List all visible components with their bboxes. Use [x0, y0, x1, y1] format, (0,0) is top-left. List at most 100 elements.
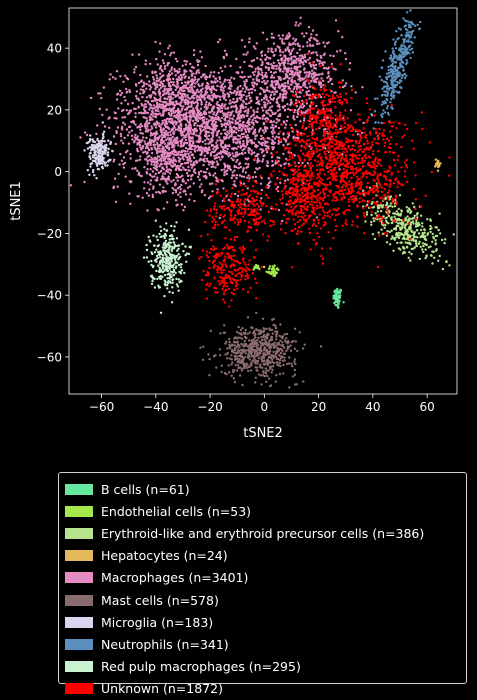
data-point — [272, 42, 276, 45]
data-point — [253, 329, 256, 333]
data-point — [276, 109, 279, 113]
data-point — [231, 152, 234, 155]
data-point — [444, 238, 447, 241]
data-point — [264, 367, 268, 370]
data-point — [246, 136, 249, 139]
data-point — [315, 42, 319, 46]
data-point — [236, 121, 240, 124]
data-point — [391, 47, 394, 50]
data-point — [255, 359, 258, 363]
data-point — [89, 96, 93, 100]
data-point — [384, 90, 387, 93]
data-point — [99, 92, 102, 95]
data-point — [170, 51, 173, 55]
data-point — [285, 349, 288, 353]
data-point — [275, 351, 279, 354]
data-point — [380, 78, 383, 82]
data-point — [193, 150, 197, 153]
data-point — [282, 89, 286, 93]
data-point — [223, 93, 227, 96]
data-point — [410, 239, 413, 242]
data-point — [96, 167, 100, 171]
data-point — [158, 183, 162, 186]
data-point — [319, 54, 322, 58]
data-point — [120, 91, 124, 95]
data-point — [178, 159, 181, 163]
data-point — [197, 173, 201, 176]
data-point — [399, 28, 402, 31]
data-point — [123, 123, 127, 126]
data-point — [183, 127, 186, 131]
data-point — [271, 338, 274, 341]
data-point — [249, 75, 252, 78]
data-point — [402, 41, 405, 44]
data-point — [406, 220, 409, 224]
data-point — [208, 182, 212, 186]
data-point — [269, 101, 272, 105]
data-point — [406, 29, 409, 32]
data-point — [297, 82, 300, 86]
data-point — [106, 153, 110, 156]
data-point — [295, 58, 298, 61]
data-point — [249, 106, 253, 109]
data-point — [403, 19, 407, 22]
data-point — [374, 121, 377, 124]
data-point — [438, 212, 441, 215]
data-point — [167, 88, 171, 91]
data-point — [235, 131, 238, 134]
data-point — [162, 186, 165, 189]
data-point — [238, 361, 242, 364]
data-point — [219, 332, 222, 335]
data-point — [205, 108, 208, 111]
data-point — [182, 105, 185, 108]
data-point — [246, 140, 249, 144]
data-point — [226, 347, 229, 350]
data-point — [414, 225, 418, 228]
data-point — [255, 328, 258, 331]
data-point — [298, 54, 302, 57]
data-point — [159, 129, 162, 132]
data-point — [125, 91, 128, 94]
data-point — [417, 242, 421, 246]
data-point — [269, 384, 273, 387]
data-point — [274, 111, 277, 115]
data-point — [211, 163, 214, 166]
data-point — [163, 118, 167, 122]
data-point — [240, 39, 244, 42]
data-point — [283, 67, 286, 70]
data-point — [269, 180, 272, 183]
data-point — [256, 161, 259, 164]
data-point — [242, 331, 246, 334]
data-point — [277, 142, 280, 145]
data-point — [257, 79, 261, 82]
data-point — [320, 61, 323, 65]
data-point — [246, 158, 249, 161]
data-point — [402, 221, 405, 225]
data-point — [334, 68, 337, 71]
data-point — [168, 172, 172, 175]
data-point — [286, 80, 290, 83]
data-point — [176, 78, 179, 82]
data-point — [124, 74, 127, 78]
data-point — [151, 111, 154, 114]
data-point — [160, 131, 163, 134]
data-point — [238, 142, 242, 145]
data-point — [287, 107, 290, 111]
data-point — [232, 351, 235, 354]
data-point — [141, 132, 144, 135]
data-point — [243, 60, 246, 64]
data-point — [258, 128, 262, 131]
data-point — [170, 117, 174, 121]
data-point — [228, 167, 231, 170]
data-point — [103, 130, 106, 133]
data-point — [269, 356, 272, 359]
data-point — [248, 139, 251, 142]
data-point — [292, 37, 295, 40]
data-point — [104, 149, 108, 152]
data-point — [135, 137, 139, 140]
data-point — [265, 38, 269, 41]
data-point — [205, 147, 208, 151]
data-point — [232, 105, 235, 108]
data-point — [242, 345, 246, 348]
data-point — [202, 163, 205, 167]
